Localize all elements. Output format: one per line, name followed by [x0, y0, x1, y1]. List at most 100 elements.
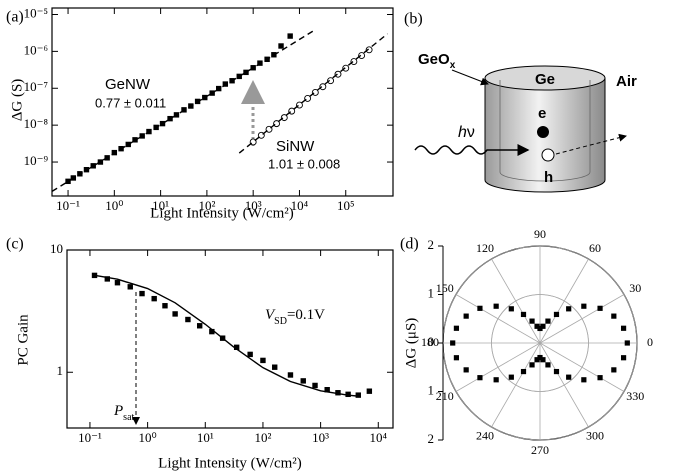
- data-point: [537, 354, 543, 361]
- data-point: [463, 367, 469, 373]
- data-point: [365, 46, 373, 54]
- electron-label: e: [538, 105, 546, 122]
- data-point: [202, 94, 208, 101]
- x-tick-label: 10¹: [197, 430, 214, 445]
- data-point: [566, 374, 572, 380]
- data-point: [209, 328, 215, 335]
- x-tick-label: 10⁴: [370, 430, 388, 445]
- angle-grid: [539, 294, 625, 344]
- data-point: [624, 340, 630, 346]
- angle-label: 120: [476, 241, 494, 255]
- data-point: [196, 323, 203, 329]
- y-axis-title: PC Gain: [15, 314, 31, 366]
- data-point: [477, 305, 483, 311]
- data-point: [114, 280, 121, 286]
- annotation: VSD=0.1V: [265, 307, 325, 326]
- angle-label: 30: [629, 281, 641, 295]
- data-point: [334, 70, 342, 78]
- angle-label: 180: [421, 335, 439, 349]
- angle-label: 240: [476, 428, 494, 442]
- data-point: [520, 368, 527, 375]
- data-point: [272, 364, 278, 370]
- r-tick-label: 1: [428, 285, 435, 300]
- angle-grid: [491, 342, 541, 428]
- data-point: [127, 284, 133, 290]
- r-tick-label: 2: [428, 237, 435, 252]
- data-point: [545, 318, 551, 324]
- annotation: Psat: [113, 403, 135, 422]
- data-point: [233, 344, 240, 351]
- data-point: [345, 391, 351, 398]
- data-point: [566, 306, 572, 312]
- x-tick-label: 10⁰: [139, 430, 157, 445]
- angle-grid: [455, 342, 541, 392]
- data-point: [287, 372, 294, 378]
- nanowire-diagram: (b) GeOx Ge Air hν e h: [404, 11, 637, 193]
- data-point: [597, 375, 603, 381]
- x-tick-label: 10²: [198, 198, 215, 213]
- data-point: [159, 120, 166, 127]
- x-tick-label: 10⁰: [105, 198, 123, 213]
- angle-grid: [539, 342, 589, 428]
- x-axis-title: Light Intensity (W/cm²): [150, 205, 294, 221]
- angle-grid: [539, 342, 625, 392]
- data-point: [450, 340, 456, 346]
- data-point: [90, 163, 96, 169]
- r-tick-label: 2: [428, 431, 435, 446]
- data-point: [529, 318, 535, 324]
- hole-path: [555, 133, 627, 155]
- x-axis-title: Light Intensity (W/cm²): [158, 455, 302, 471]
- fit-line: [94, 274, 361, 398]
- data-point: [553, 368, 560, 375]
- angle-label: 270: [531, 443, 549, 457]
- y-tick-label: 10⁻⁶: [24, 42, 48, 57]
- data-point: [185, 316, 191, 323]
- y-tick-label: 10⁻⁷: [24, 79, 48, 94]
- photon-wave: [414, 144, 530, 156]
- x-tick-label: 10²: [254, 430, 271, 445]
- fit-exponent: 1.01 ± 0.008: [268, 156, 340, 171]
- data-point: [243, 69, 249, 76]
- angle-label: 210: [436, 389, 454, 403]
- data-point: [319, 83, 327, 91]
- data-point: [534, 357, 540, 363]
- annotation-part: SD: [274, 316, 287, 327]
- angle-grid: [455, 294, 541, 344]
- r-tick-label: 0: [428, 334, 435, 349]
- y-tick-label: 10⁻⁸: [24, 116, 49, 131]
- data-point: [453, 325, 460, 331]
- x-tick-label: 10⁻¹: [56, 198, 80, 213]
- fit-exponent: 0.77 ± 0.011: [95, 95, 166, 110]
- oxide-pointer: [451, 69, 489, 86]
- data-point: [537, 325, 543, 332]
- data-point: [508, 374, 514, 380]
- data-point: [335, 390, 341, 396]
- data-point: [278, 43, 284, 49]
- data-point: [553, 311, 560, 318]
- data-point: [342, 64, 350, 72]
- data-point: [222, 81, 229, 87]
- angle-grid: [491, 258, 541, 344]
- data-point: [493, 377, 499, 383]
- data-point: [545, 362, 551, 368]
- x-tick-label: 10⁴: [291, 198, 309, 213]
- data-point: [260, 357, 266, 364]
- data-point: [581, 303, 587, 309]
- panel-label: (c): [6, 236, 24, 253]
- data-point: [247, 351, 253, 358]
- data-point: [236, 73, 242, 80]
- panel-label: (b): [404, 11, 423, 28]
- data-point: [162, 303, 168, 309]
- data-point: [139, 290, 145, 297]
- core-label: Ge: [535, 71, 555, 88]
- data-point: [104, 276, 111, 282]
- angle-label: 330: [626, 389, 644, 403]
- data-point: [132, 137, 138, 143]
- series-label: GeNW: [105, 76, 151, 93]
- annotation-part: P: [113, 403, 123, 419]
- data-point: [324, 387, 330, 393]
- y-tick-label: 10: [50, 241, 63, 256]
- data-point: [125, 141, 131, 148]
- angle-label: 90: [534, 227, 546, 241]
